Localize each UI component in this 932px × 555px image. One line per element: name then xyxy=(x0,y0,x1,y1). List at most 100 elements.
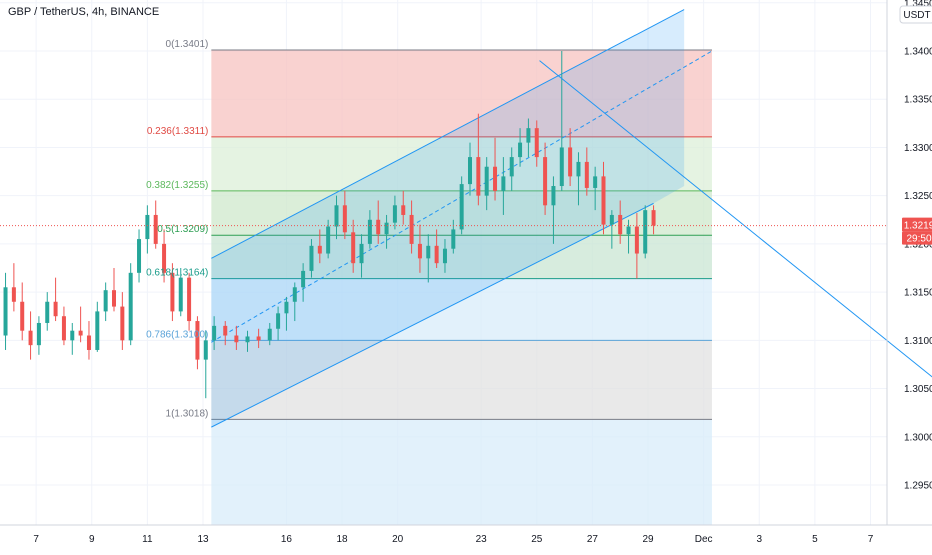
candle xyxy=(609,210,614,249)
fib-level-label: 0.786(1.3100) xyxy=(146,329,208,340)
candle-body xyxy=(45,301,50,323)
candle xyxy=(501,157,506,215)
candle-body xyxy=(342,205,347,233)
y-tick-label: 1.2950 xyxy=(904,481,932,492)
channel-fill xyxy=(211,9,685,428)
y-tick-label: 1.3150 xyxy=(904,288,932,299)
candle xyxy=(120,292,125,350)
candle-body xyxy=(593,176,598,188)
candle xyxy=(651,205,656,235)
candle-body xyxy=(309,245,314,271)
trend-line xyxy=(539,60,932,378)
candle xyxy=(178,268,183,317)
candle xyxy=(61,306,66,346)
candle xyxy=(593,166,598,211)
fib-level-label: 1(1.3018) xyxy=(166,408,209,419)
candle xyxy=(267,322,272,346)
candle xyxy=(409,200,414,254)
candle xyxy=(28,311,33,360)
candle xyxy=(543,142,548,215)
fib-zone xyxy=(211,50,712,137)
candle-body xyxy=(212,325,217,341)
candle xyxy=(342,190,347,240)
candle xyxy=(309,239,314,278)
x-tick-label: 7 xyxy=(33,534,39,545)
candle-body xyxy=(223,325,228,336)
x-tick-label: 25 xyxy=(531,534,543,545)
candle-body xyxy=(326,226,331,254)
candle-body xyxy=(334,205,339,227)
y-tick-label: 1.3100 xyxy=(904,336,932,347)
candle xyxy=(459,176,464,235)
x-tick-label: 9 xyxy=(89,534,95,545)
candle-body xyxy=(137,239,142,273)
candle-body xyxy=(576,161,581,177)
y-tick-label: 1.3450 xyxy=(904,0,932,9)
candle-body xyxy=(267,328,272,341)
candle-body xyxy=(434,245,439,264)
candle-body xyxy=(178,277,183,312)
candle-body xyxy=(609,214,614,225)
candle xyxy=(137,229,142,283)
candle xyxy=(203,330,208,399)
countdown-badge xyxy=(902,231,932,245)
x-tick-label: 5 xyxy=(812,534,818,545)
candle-body xyxy=(284,301,289,314)
candle xyxy=(276,306,281,341)
candle-body xyxy=(426,245,431,259)
candle xyxy=(417,224,422,273)
candle-body xyxy=(187,277,192,322)
candle xyxy=(20,282,25,341)
chart-title: GBP / TetherUS, 4h, BINANCE xyxy=(8,6,159,18)
candle xyxy=(509,147,514,191)
candle xyxy=(195,316,200,370)
candle-body xyxy=(195,321,200,360)
candle xyxy=(170,263,175,322)
candle xyxy=(86,321,91,360)
candle xyxy=(334,195,339,240)
candle-body xyxy=(245,336,250,343)
candle-body xyxy=(301,270,306,288)
x-tick-label: 11 xyxy=(142,534,153,545)
candle-body xyxy=(78,330,83,336)
downtrend-line xyxy=(539,60,932,378)
channel-upper-line xyxy=(211,9,685,259)
candle-body xyxy=(618,214,623,235)
channel-lower-line xyxy=(211,202,654,428)
candle xyxy=(376,200,381,244)
candle-body xyxy=(376,219,381,235)
candle-body xyxy=(601,176,606,225)
candle xyxy=(484,157,489,211)
candle xyxy=(367,210,372,249)
candle-body xyxy=(476,157,481,196)
candle-body xyxy=(468,157,472,185)
candle xyxy=(476,113,481,206)
candle-body xyxy=(61,316,66,341)
candle-body xyxy=(162,243,167,273)
candle-body xyxy=(526,128,531,143)
candle xyxy=(3,272,8,350)
fib-level-label: 0.5(1.3209) xyxy=(157,224,208,235)
candle-body xyxy=(568,147,573,177)
candle xyxy=(384,214,389,249)
fib-level-label: 0.382(1.3255) xyxy=(146,180,208,191)
candle-body xyxy=(95,311,100,350)
candle xyxy=(256,328,261,349)
candle xyxy=(401,190,406,225)
candle xyxy=(634,213,639,279)
x-tick-label: 13 xyxy=(197,534,209,545)
candle-body xyxy=(634,226,639,254)
candle xyxy=(526,118,531,158)
fib-labels: 0(1.3401) 0.236(1.3311) 0.382(1.3255) 0.5(1… xyxy=(146,39,208,419)
candle xyxy=(518,128,523,167)
candle-body xyxy=(584,161,589,188)
currency-label: USDT xyxy=(903,10,930,21)
y-tick-label: 1.3400 xyxy=(904,47,932,58)
candle-body xyxy=(276,313,281,329)
candle xyxy=(128,263,133,346)
candle-body xyxy=(3,287,8,336)
candle xyxy=(534,120,539,167)
x-tick-label: 23 xyxy=(476,534,488,545)
candle-body xyxy=(203,340,208,360)
